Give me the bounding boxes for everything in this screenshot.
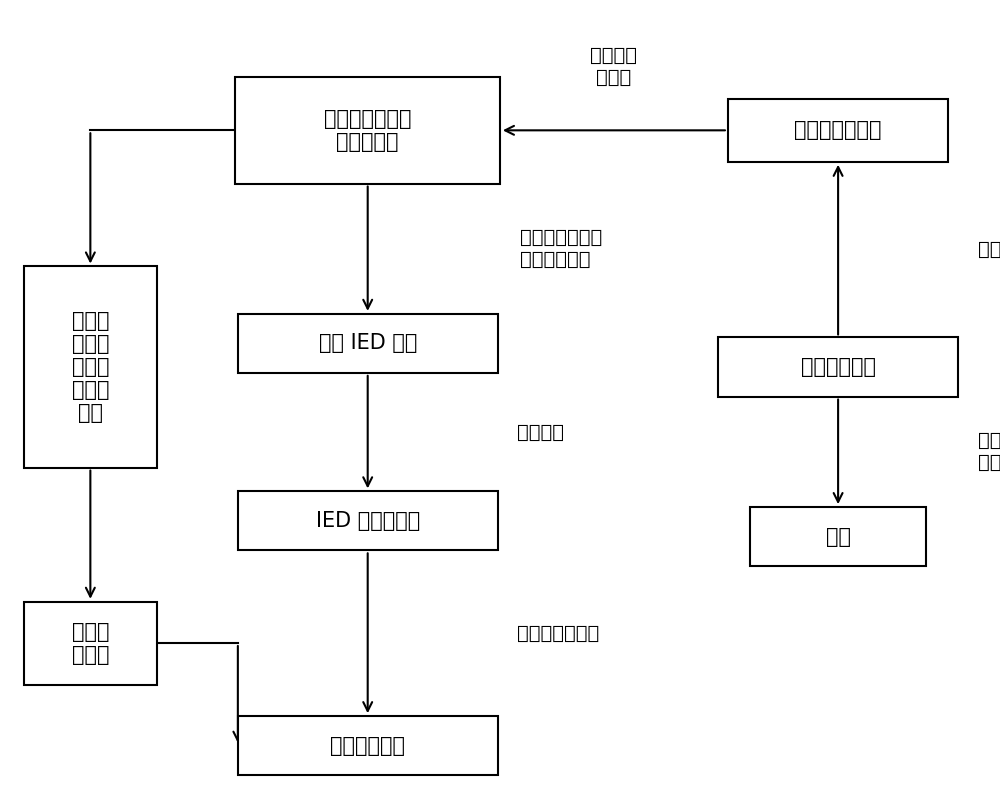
Text: 局放信号发生器: 局放信号发生器 [794, 120, 882, 140]
Text: 施加规定
试验电压: 施加规定 试验电压 [978, 431, 1000, 473]
Text: 母线: 母线 [826, 526, 851, 547]
Bar [238, 716, 498, 775]
Text: 控制相位: 控制相位 [978, 240, 1000, 259]
Text: 局放 IED 探头: 局放 IED 探头 [319, 333, 417, 353]
Bar [718, 337, 958, 397]
Text: 手窗式固定缺陷
（局放点）: 手窗式固定缺陷 （局放点） [324, 109, 411, 152]
Bar [24, 601, 157, 684]
Bar [238, 491, 498, 551]
Text: 局放测
量结果: 局放测 量结果 [72, 621, 109, 665]
Bar [24, 266, 157, 468]
Text: 供试验人员判定: 供试验人员判定 [517, 624, 599, 642]
Text: 控制相位
、幅值: 控制相位 、幅值 [590, 46, 637, 87]
Text: 信号传输: 信号传输 [517, 423, 564, 442]
Bar [728, 99, 948, 162]
Text: 检测人员判定: 检测人员判定 [330, 736, 405, 756]
Text: 规定试验电压: 规定试验电压 [801, 357, 876, 377]
Bar [238, 314, 498, 373]
Text: 发送不同相位、
幅值局放信号: 发送不同相位、 幅值局放信号 [520, 228, 602, 269]
Text: IED 信号采集器: IED 信号采集器 [316, 511, 420, 530]
Bar [235, 77, 500, 184]
Bar [750, 507, 926, 566]
Text: 实验室
用经校
准的局
放测量
系统: 实验室 用经校 准的局 放测量 系统 [72, 311, 109, 423]
